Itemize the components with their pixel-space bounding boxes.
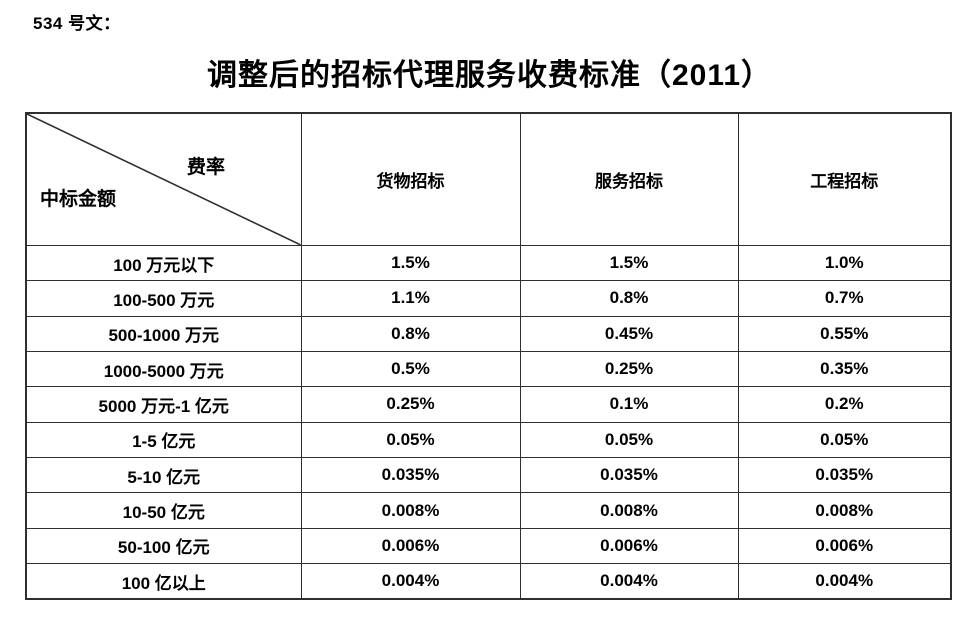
fee-value-cell: 0.2% [737, 386, 952, 423]
fee-value-cell: 0.5% [300, 350, 521, 388]
fee-value-cell: 0.035% [737, 457, 952, 494]
fee-value-cell: 0.006% [519, 527, 739, 565]
fee-value-cell: 0.8% [300, 315, 521, 352]
table-row: 1-5 亿元 0.05% 0.05% 0.05% [25, 421, 952, 459]
fee-value-cell: 0.008% [519, 492, 739, 529]
fee-value-cell: 0.35% [737, 350, 952, 388]
fee-value-cell: 1.5% [519, 244, 739, 282]
column-header-services: 服务招标 [519, 112, 739, 246]
fee-value-cell: 0.25% [519, 350, 739, 388]
table-row: 5-10 亿元 0.035% 0.035% 0.035% [25, 457, 952, 494]
fee-value-cell: 0.008% [737, 492, 952, 529]
corner-header-cell: 费率 中标金额 [25, 112, 302, 246]
fee-value-cell: 0.004% [737, 563, 952, 600]
fee-value-cell: 0.004% [519, 563, 739, 600]
table-header-row: 费率 中标金额 货物招标 服务招标 工程招标 [25, 112, 952, 246]
page-title: 调整后的招标代理服务收费标准（2011） [206, 59, 773, 92]
fee-value-cell: 0.45% [519, 315, 739, 352]
corner-label-rate: 费率 [187, 157, 226, 178]
column-header-engineering: 工程招标 [737, 112, 952, 246]
doc-number-label: 534 号文： [33, 14, 121, 33]
fee-value-cell: 1.5% [300, 244, 521, 282]
table-row: 100-500 万元 1.1% 0.8% 0.7% [25, 280, 952, 317]
table-row: 100 亿以上 0.004% 0.004% 0.004% [25, 563, 952, 600]
row-label: 5-10 亿元 [25, 457, 302, 494]
row-label: 1000-5000 万元 [25, 350, 302, 388]
fee-value-cell: 0.05% [519, 421, 739, 459]
row-label: 10-50 亿元 [25, 492, 302, 529]
row-label: 500-1000 万元 [25, 315, 302, 352]
fee-value-cell: 1.1% [300, 280, 521, 317]
fee-value-cell: 0.004% [300, 563, 521, 600]
corner-label-amount: 中标金额 [40, 189, 117, 210]
fee-value-cell: 0.25% [300, 386, 521, 423]
fee-rate-table: 费率 中标金额 货物招标 服务招标 工程招标 100 万元以下 1.5% 1.5… [25, 112, 952, 600]
column-header-goods: 货物招标 [300, 112, 521, 246]
table-row: 50-100 亿元 0.006% 0.006% 0.006% [25, 527, 952, 565]
fee-value-cell: 0.55% [737, 315, 952, 352]
row-label: 50-100 亿元 [25, 527, 302, 565]
fee-value-cell: 0.035% [300, 457, 521, 494]
fee-value-cell: 0.006% [300, 527, 521, 565]
row-label: 100-500 万元 [25, 280, 302, 317]
table-row: 100 万元以下 1.5% 1.5% 1.0% [25, 244, 952, 282]
table-row: 500-1000 万元 0.8% 0.45% 0.55% [25, 315, 952, 352]
fee-value-cell: 0.8% [519, 280, 739, 317]
diagonal-line [27, 114, 301, 245]
fee-value-cell: 0.1% [519, 386, 739, 423]
row-label: 1-5 亿元 [25, 421, 302, 459]
fee-value-cell: 0.05% [737, 421, 952, 459]
fee-value-cell: 1.0% [737, 244, 952, 282]
row-label: 100 万元以下 [25, 244, 302, 282]
fee-value-cell: 0.008% [300, 492, 521, 529]
fee-value-cell: 0.7% [737, 280, 952, 317]
fee-value-cell: 0.05% [300, 421, 521, 459]
row-label: 5000 万元-1 亿元 [25, 386, 302, 423]
fee-value-cell: 0.035% [519, 457, 739, 494]
table-row: 1000-5000 万元 0.5% 0.25% 0.35% [25, 350, 952, 388]
table-row: 5000 万元-1 亿元 0.25% 0.1% 0.2% [25, 386, 952, 423]
row-label: 100 亿以上 [25, 563, 302, 600]
fee-value-cell: 0.006% [737, 527, 952, 565]
table-row: 10-50 亿元 0.008% 0.008% 0.008% [25, 492, 952, 529]
